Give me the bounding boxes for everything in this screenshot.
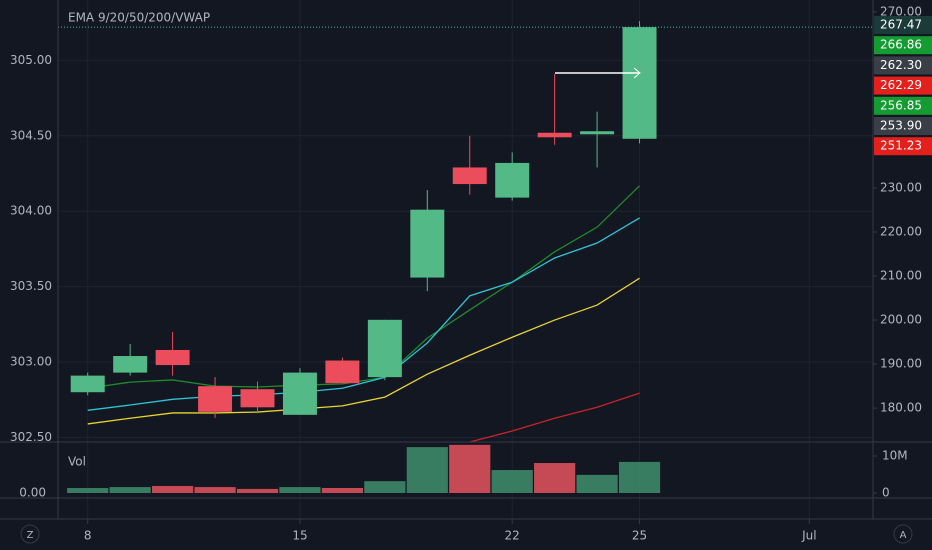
volume-bar xyxy=(321,488,363,494)
volume-bar xyxy=(449,444,491,494)
candle-body xyxy=(282,372,317,415)
price-tag xyxy=(874,76,932,95)
candle-body xyxy=(240,389,275,408)
candle-body xyxy=(537,132,572,138)
y2-tick-label: 270.00 xyxy=(880,4,922,18)
y-tick-label: 10M xyxy=(882,448,908,462)
ema-line xyxy=(87,185,640,389)
chart-title: EMA 9/20/50/200/VWAP xyxy=(68,11,210,25)
candle-body xyxy=(113,356,148,373)
candle-body xyxy=(325,360,360,384)
x-tick-label: 25 xyxy=(632,529,647,543)
y-tick-label: 0 xyxy=(882,486,890,500)
volume-bar xyxy=(152,485,194,494)
grid xyxy=(58,0,873,519)
y-tick-label: 302.50 xyxy=(10,430,52,444)
price-tag xyxy=(874,137,932,156)
price-tag-label: 262.29 xyxy=(880,78,922,92)
main-pane xyxy=(58,21,873,442)
volume-bar xyxy=(109,487,151,494)
timezone-button[interactable] xyxy=(20,524,40,544)
candle-body xyxy=(70,375,105,393)
y2-tick-label: 180.00 xyxy=(880,401,922,415)
price-tag-label: 251.23 xyxy=(880,139,922,153)
candle-body xyxy=(495,162,530,198)
ema-line xyxy=(87,217,640,411)
volume-pane xyxy=(67,444,661,494)
price-tag-label: 256.85 xyxy=(880,98,922,112)
candle-body xyxy=(580,131,615,135)
price-tag xyxy=(874,16,932,34)
candle-body xyxy=(155,349,190,366)
y2-tick-label: 200.00 xyxy=(880,313,922,327)
auto-scale-button[interactable] xyxy=(893,524,913,544)
candle-body xyxy=(452,167,487,185)
timezone-icon[interactable]: Z xyxy=(27,530,34,541)
price-tag-label: 266.86 xyxy=(880,38,922,52)
price-tag-label: 253.90 xyxy=(880,119,922,133)
x-tick-label: Jul xyxy=(801,529,816,543)
volume-bar xyxy=(279,487,321,494)
volume-bar xyxy=(67,488,109,494)
price-tag-label: 262.30 xyxy=(880,58,922,72)
y2-tick-label: 230.00 xyxy=(880,180,922,194)
volume-bar xyxy=(236,488,279,494)
axes: 302.50 303.00 303.50 304.00 304.50 305.00 180.… xyxy=(10,4,932,543)
candle-body xyxy=(198,386,233,412)
volume-bar xyxy=(491,470,533,494)
x-tick-label: 8 xyxy=(84,529,92,543)
y-tick-label: 303.00 xyxy=(10,355,52,369)
y-tick-label: 303.50 xyxy=(10,279,52,293)
volume-bar xyxy=(364,481,406,494)
volume-bar xyxy=(618,461,661,494)
auto-scale-icon[interactable]: A xyxy=(900,530,907,541)
volume-title: Vol xyxy=(68,455,86,469)
candle-body xyxy=(367,319,402,378)
left-tick-label: 0.00 xyxy=(19,486,46,500)
candle-body xyxy=(410,209,445,278)
price-tag xyxy=(874,96,932,115)
price-tag xyxy=(874,56,932,75)
volume-bar xyxy=(406,447,448,494)
volume-bar xyxy=(534,463,576,494)
volume-bar xyxy=(194,487,236,494)
price-tag xyxy=(874,117,932,135)
y-tick-label: 304.50 xyxy=(10,128,52,142)
volume-bar xyxy=(576,474,618,494)
drawing-arrow xyxy=(633,67,641,79)
y2-tick-label: 190.00 xyxy=(880,357,922,371)
x-tick-label: 15 xyxy=(292,529,307,543)
candle-body xyxy=(622,27,657,139)
x-tick-label: 22 xyxy=(505,529,520,543)
y-tick-label: 304.00 xyxy=(10,204,52,218)
y-tick-label: 305.00 xyxy=(10,53,52,67)
price-tag-label: 267.47 xyxy=(880,18,922,32)
y2-tick-label: 220.00 xyxy=(880,225,922,239)
y2-tick-label: 210.00 xyxy=(880,269,922,283)
ema-line xyxy=(469,392,640,442)
ema-line xyxy=(87,277,640,425)
price-tag xyxy=(874,36,932,55)
